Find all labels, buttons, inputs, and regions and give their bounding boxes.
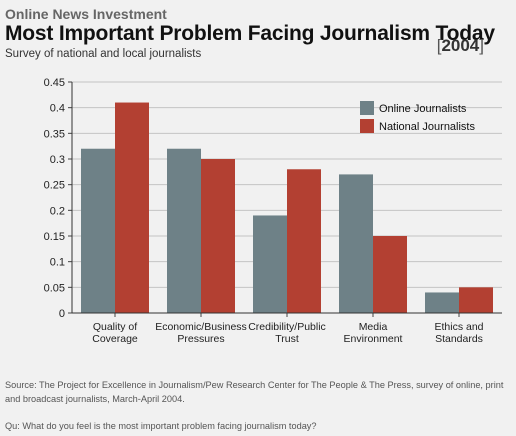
- bar: [253, 215, 287, 313]
- legend-swatch: [360, 119, 374, 133]
- legend-label: Online Journalists: [379, 103, 467, 115]
- x-tick-label: Environment: [344, 333, 403, 345]
- x-tick-label: Media: [359, 321, 388, 333]
- y-tick-label: 0.25: [44, 180, 65, 192]
- bar: [81, 148, 115, 313]
- year-bracket-open: [: [436, 36, 442, 55]
- y-tick-label: 0.35: [44, 128, 65, 140]
- x-tick-label: Coverage: [92, 333, 138, 345]
- bar: [115, 102, 149, 314]
- bar: [339, 174, 373, 313]
- source-note: Source: The Project for Excellence in Jo…: [5, 380, 504, 404]
- x-tick-label: Trust: [275, 333, 299, 345]
- x-tick-label: Ethics and: [434, 321, 483, 333]
- chart-kicker: Online News Investment: [5, 6, 167, 22]
- x-tick-label: Standards: [435, 333, 483, 345]
- chart-header: Online News Investment Most Important Pr…: [5, 6, 511, 61]
- legend-label: National Journalists: [379, 121, 475, 133]
- y-tick-label: 0: [59, 308, 65, 320]
- y-tick-label: 0.15: [44, 231, 65, 243]
- legend-swatch: [360, 101, 374, 115]
- chart-title: Most Important Problem Facing Journalism…: [5, 22, 495, 45]
- y-tick-label: 0.2: [50, 205, 65, 217]
- bar: [287, 169, 321, 313]
- y-tick-label: 0.45: [44, 77, 65, 89]
- bar: [373, 236, 407, 313]
- x-tick-label: Credibility/Public: [248, 321, 326, 333]
- x-tick-label: Quality of: [93, 321, 137, 333]
- bar: [201, 159, 235, 313]
- year-label: [2004]: [437, 36, 484, 56]
- survey-question: Qu: What do you feel is the most importa…: [5, 421, 317, 431]
- y-tick-label: 0.05: [44, 282, 65, 294]
- bar: [425, 292, 459, 313]
- y-tick-label: 0.4: [50, 103, 65, 115]
- year-value: 2004: [441, 36, 480, 55]
- y-tick-label: 0.1: [50, 257, 65, 269]
- y-tick-label: 0.3: [50, 154, 65, 166]
- bar: [167, 148, 201, 313]
- x-tick-label: Pressures: [177, 333, 224, 345]
- x-tick-label: Economic/Business: [155, 321, 247, 333]
- chart-subtitle: Survey of national and local journalists: [5, 48, 202, 60]
- bar-chart: 0 0.05 0.1 0.15 0.2 0.25 0.3 0.35 0.4 0.45 Quality…: [44, 77, 502, 345]
- year-bracket-close: ]: [479, 36, 484, 55]
- bar: [459, 287, 493, 313]
